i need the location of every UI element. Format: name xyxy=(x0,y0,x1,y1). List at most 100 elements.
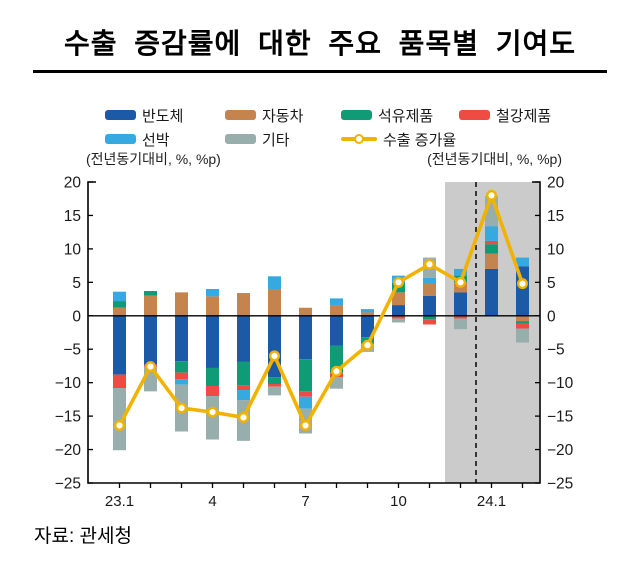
y-tick-label: −25 xyxy=(547,476,573,493)
bar-segment xyxy=(454,318,467,330)
x-tick-label: 23.1 xyxy=(105,493,134,510)
bar-segment xyxy=(361,309,374,313)
bar-segment xyxy=(268,276,281,290)
bar-segment xyxy=(423,277,436,284)
semiconductor-swatch-icon xyxy=(105,110,136,120)
bar-segment xyxy=(454,268,467,276)
bar-segment xyxy=(237,385,250,391)
bar-segment xyxy=(175,379,188,385)
bar-segment xyxy=(113,315,126,375)
y-tick-label: 15 xyxy=(547,208,564,225)
line-point xyxy=(486,189,498,201)
bar-segment xyxy=(361,312,374,316)
bar-segment xyxy=(268,386,281,396)
line-point xyxy=(517,278,529,290)
y-tick-label: −25 xyxy=(55,476,81,493)
legend-item-automobile: 자동차 xyxy=(225,107,303,125)
bar-segment xyxy=(175,361,188,373)
x-tick-label: 24.1 xyxy=(477,493,506,510)
bar-segment xyxy=(392,318,405,323)
line-marker-dot-icon xyxy=(354,134,364,144)
line-point xyxy=(331,365,343,377)
bar-segment xyxy=(299,396,312,409)
bar-segment xyxy=(113,374,126,389)
bar-segment xyxy=(237,361,250,386)
bar-segment xyxy=(113,301,126,308)
legend-item-semiconductor: 반도체 xyxy=(105,107,184,125)
y-tick-label: −15 xyxy=(547,409,573,426)
bar-segment xyxy=(330,345,343,373)
bar-segment xyxy=(516,257,529,267)
line-point xyxy=(424,258,436,270)
x-tick-label: 7 xyxy=(301,493,309,510)
y-tick-label: −5 xyxy=(547,342,565,359)
bar-segment xyxy=(330,298,343,306)
automobile-swatch-icon xyxy=(225,110,256,120)
bar-segment xyxy=(237,390,250,401)
bar-segment xyxy=(206,296,219,316)
y-tick-label: 5 xyxy=(547,275,556,292)
bar-segment xyxy=(361,315,374,338)
bar-segment xyxy=(423,283,436,296)
bar-segment xyxy=(423,295,436,316)
bar-segment xyxy=(113,307,126,316)
bar-segment xyxy=(485,268,498,316)
bar-segment xyxy=(144,291,157,296)
bar-segment xyxy=(516,315,529,322)
steel-swatch-icon xyxy=(459,110,490,120)
chart-area: 20 20 15 15 10 10 5 5 0 0 −5 −5 −10 −10 −15 −15 −20 −20 −2… xyxy=(0,170,640,520)
bar-segment xyxy=(485,253,498,269)
bar-segment xyxy=(330,315,343,346)
y-tick-label: −10 xyxy=(55,375,82,392)
legend-item-petroleum: 석유제품 xyxy=(341,107,433,125)
line-point xyxy=(175,402,187,414)
bar-segment xyxy=(299,391,312,397)
bar-segment xyxy=(268,384,281,387)
legend-label: 기타 xyxy=(262,131,290,149)
y-tick-label: 20 xyxy=(547,175,565,192)
y-tick-label: 20 xyxy=(64,175,82,192)
legend-item-others: 기타 xyxy=(225,131,290,149)
bar-segment xyxy=(113,388,126,451)
bar-segment xyxy=(268,289,281,316)
bar-segment xyxy=(516,323,529,329)
legend-item-ships: 선박 xyxy=(105,131,170,149)
y-tick-label: −10 xyxy=(547,375,574,392)
bar-segment xyxy=(206,367,219,387)
bar-segment xyxy=(113,291,126,302)
x-tick-label: 4 xyxy=(208,493,216,510)
y-tick-label: 10 xyxy=(547,241,565,258)
bar-segment xyxy=(485,226,498,241)
bar-segment xyxy=(299,359,312,392)
legend-label: 반도체 xyxy=(142,107,184,125)
y-tick-label: 15 xyxy=(64,208,81,225)
bar-segment xyxy=(268,377,281,385)
bar-segment xyxy=(330,377,343,389)
bar-segment xyxy=(423,315,436,320)
bar-segment xyxy=(237,293,250,316)
ships-swatch-icon xyxy=(105,134,136,144)
bar-segment xyxy=(516,328,529,343)
line-point xyxy=(113,419,125,431)
page-title: 수출 증감률에 대한 주요 품목별 기여도 xyxy=(33,22,607,73)
bar-segment xyxy=(454,315,467,319)
bar-segment xyxy=(392,292,405,306)
line-point xyxy=(269,350,281,362)
bar-segment xyxy=(175,372,188,380)
line-point xyxy=(144,361,156,373)
bar-segment xyxy=(330,305,343,316)
legend-item-steel: 철강제품 xyxy=(459,107,551,125)
y-tick-label: −5 xyxy=(63,342,81,359)
source-note: 자료: 관세청 xyxy=(34,526,132,547)
bar-segment xyxy=(144,315,157,365)
bar-segment xyxy=(485,244,498,254)
left-axis-caption: (전년동기대비, %, %p) xyxy=(86,151,221,167)
line-point xyxy=(393,276,405,288)
bar-segment xyxy=(392,305,405,316)
bar-segment xyxy=(454,292,467,316)
y-tick-label: −20 xyxy=(547,442,574,459)
bar-segment xyxy=(516,321,529,324)
line-point xyxy=(206,406,218,418)
line-point xyxy=(362,339,374,351)
